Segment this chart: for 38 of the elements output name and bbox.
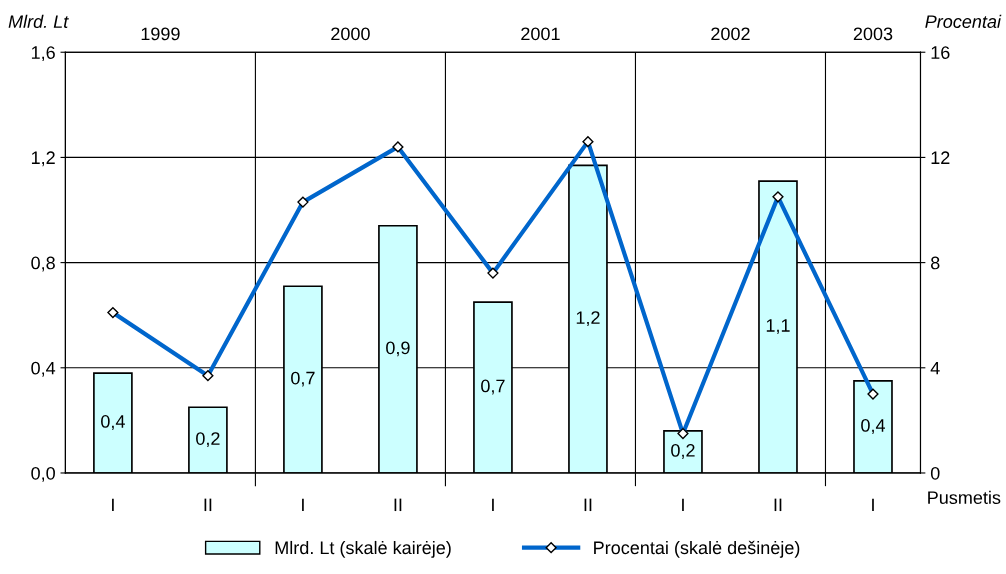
text: 2001 [521, 27, 560, 41]
x-tick-label: II [204, 498, 212, 512]
y-tick-label: 0,4 [31, 361, 56, 377]
y2-axis-title: Procentai [925, 14, 1002, 28]
x-tick-label: I [112, 498, 114, 512]
y-tick-label: 0,8 [31, 256, 55, 272]
x-tick-label: I [492, 498, 494, 512]
data-label: 1,2 [576, 311, 600, 327]
y2-tick-label: 12 [931, 151, 950, 164]
y-tick-label: 0,0 [31, 466, 55, 482]
x-axis-title: Pusmetis [928, 490, 1001, 505]
y2-tick-label: 16 [931, 46, 950, 59]
legend-label: Mlrd. Lt (skalė kairėje) [275, 540, 451, 558]
legend-label: Procentai (skalė dešinėje) [594, 540, 800, 558]
data-label: 0,9 [386, 341, 410, 357]
data-label: 0,2 [671, 444, 695, 459]
data-label: 0,2 [196, 432, 220, 448]
x-tick-label: II [394, 498, 402, 512]
text: 2003 [853, 27, 893, 41]
y-tick-label: 1,6 [31, 46, 55, 62]
y-axis-title: Mlrd. Lt [8, 14, 69, 29]
x-tick-label: II [584, 498, 592, 512]
data-label: 0,7 [481, 379, 505, 395]
text: 1999 [141, 27, 180, 41]
x-tick-label: I [302, 498, 304, 512]
data-label: 0,4 [101, 415, 125, 430]
y-tick-label: 1,2 [31, 151, 55, 167]
data-label: 0,7 [291, 371, 315, 387]
text: 2002 [711, 27, 750, 41]
y2-tick-label: 0 [930, 466, 940, 480]
text: 2000 [331, 27, 370, 41]
data-label: 0,4 [861, 419, 886, 434]
x-tick-label: I [682, 498, 684, 512]
y2-tick-label: 8 [931, 256, 940, 270]
x-tick-label: II [774, 498, 782, 512]
x-tick-label: I [872, 498, 874, 512]
data-label: 1,1 [766, 319, 790, 335]
y2-tick-label: 4 [930, 361, 940, 375]
